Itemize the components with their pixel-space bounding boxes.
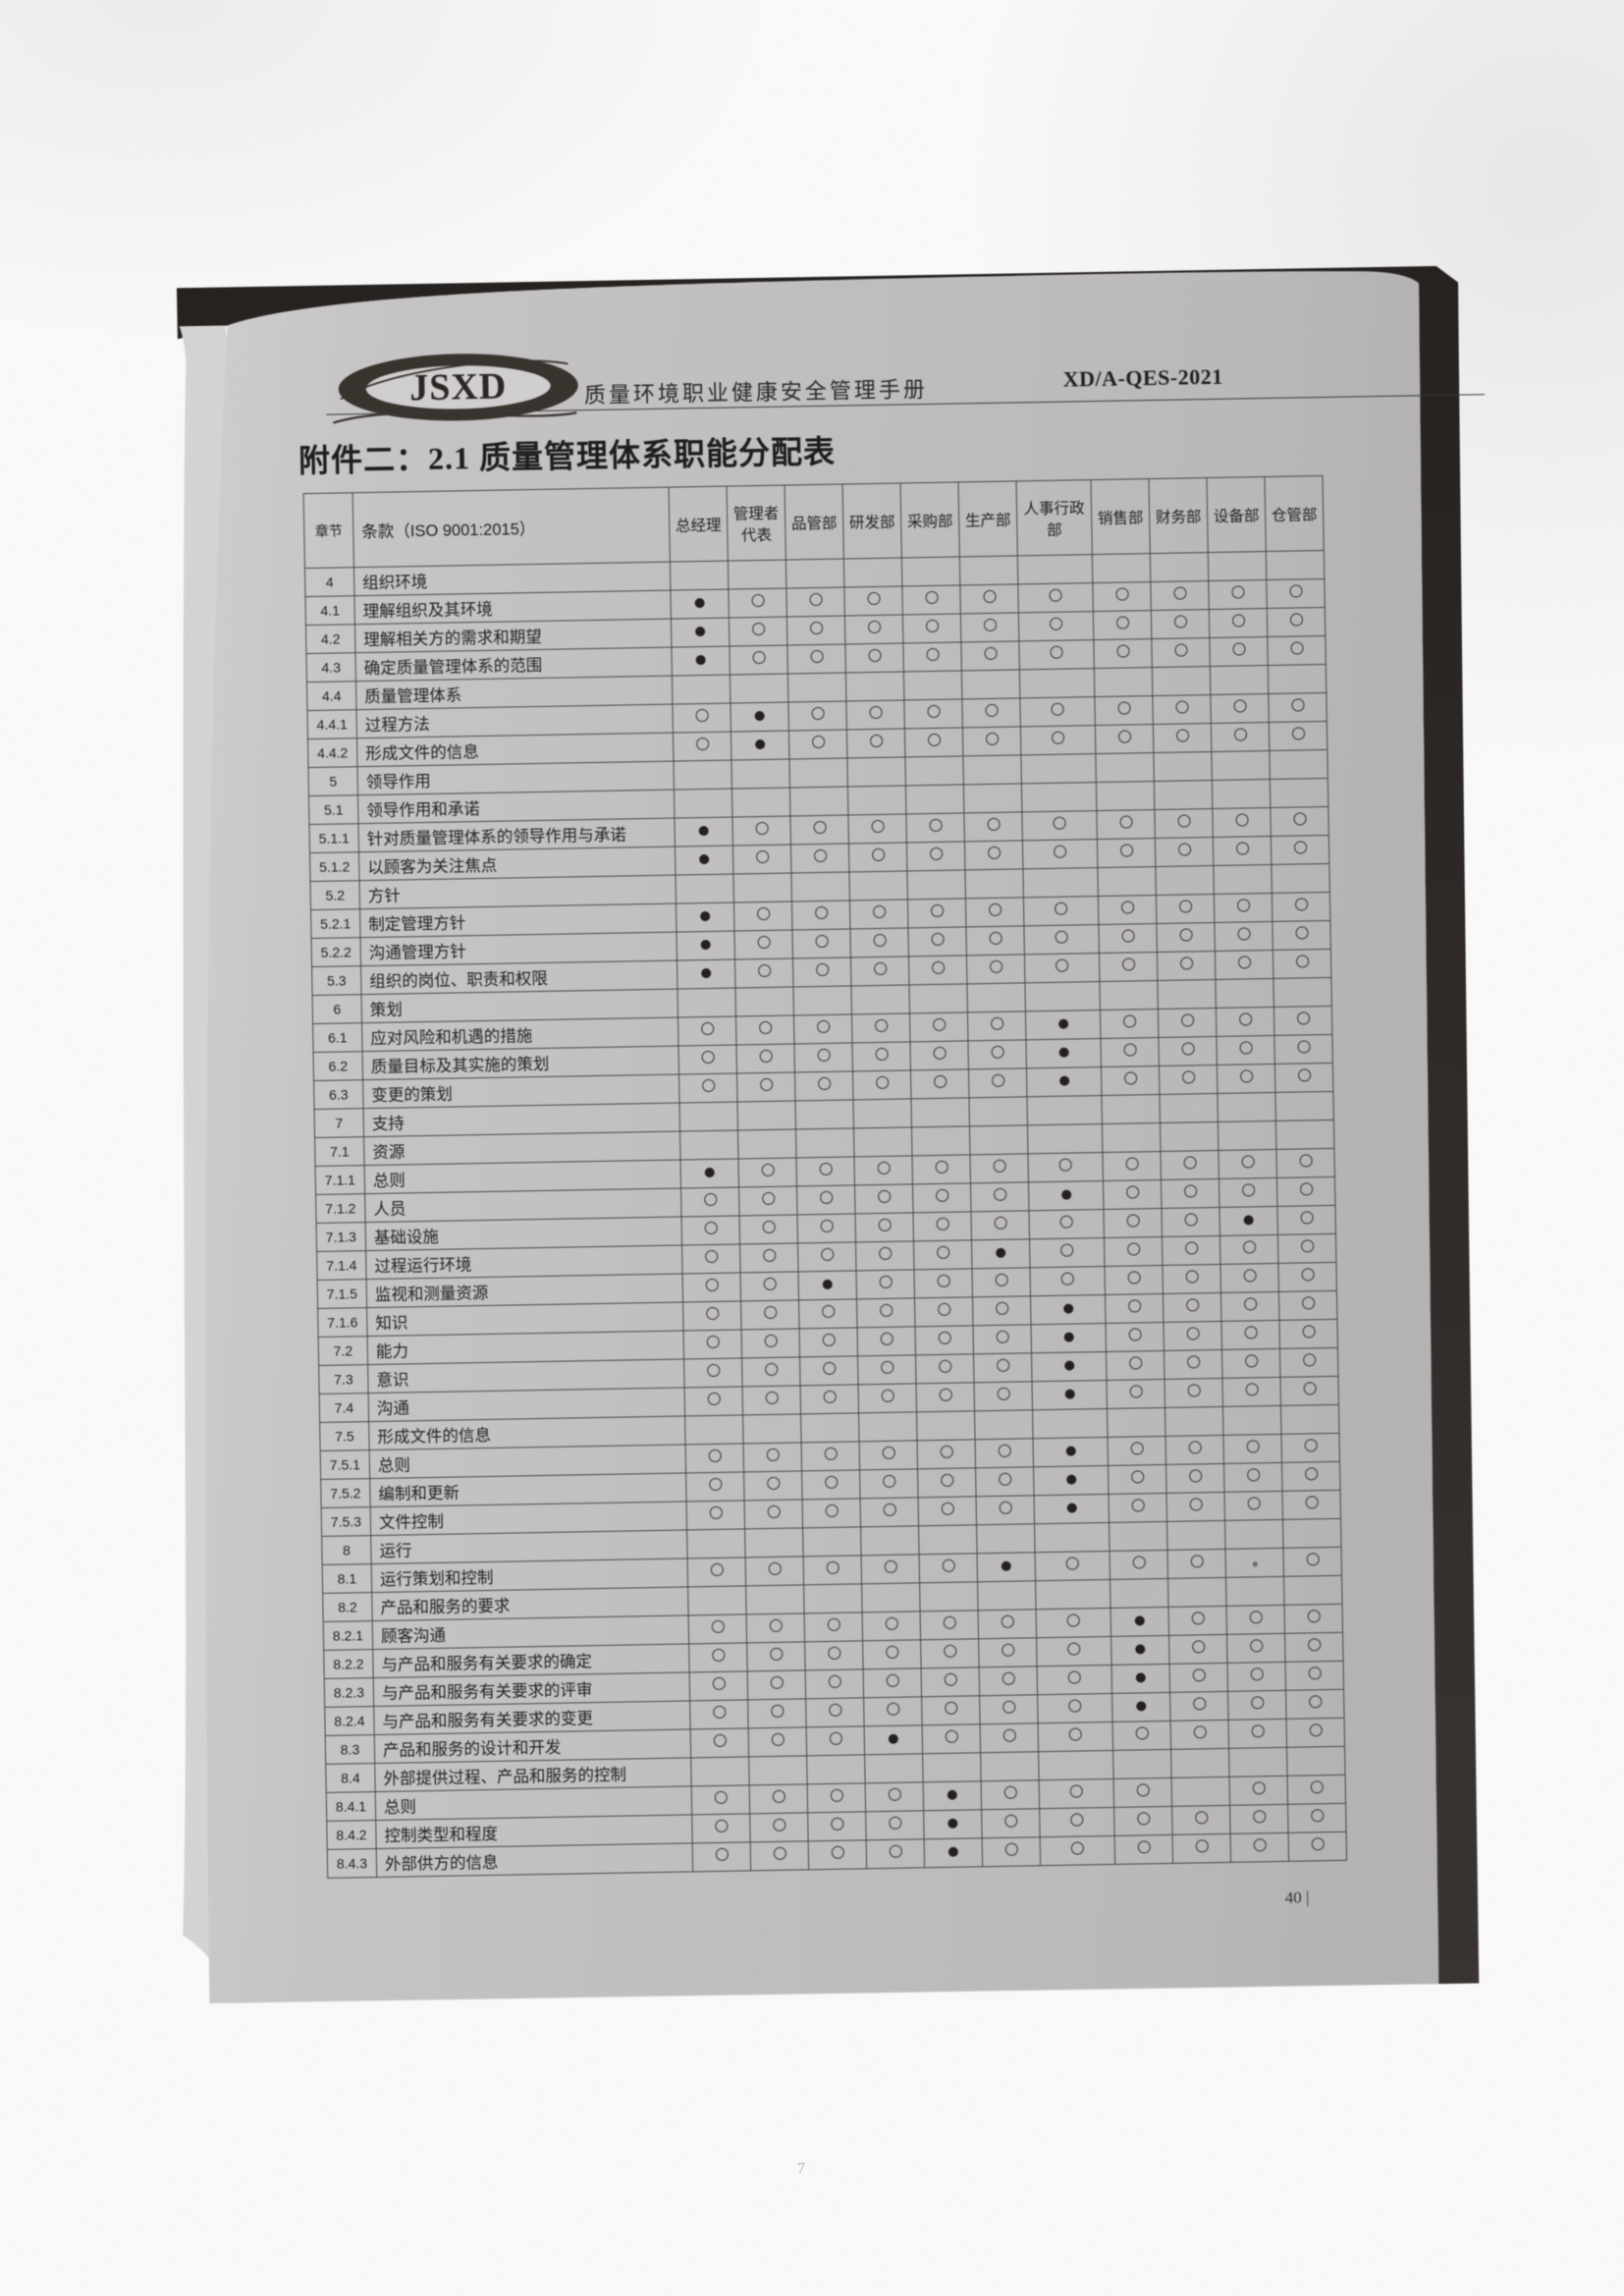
svg-text:JSXD: JSXD xyxy=(409,365,508,409)
